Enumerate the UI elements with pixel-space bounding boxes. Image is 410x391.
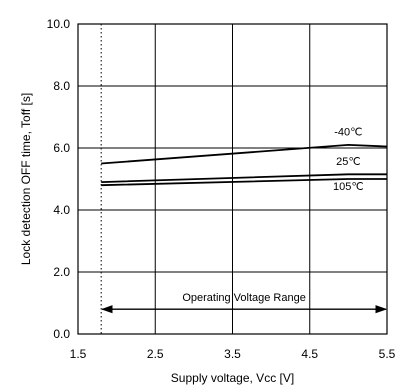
y-tick-label: 10.0 — [47, 17, 71, 31]
x-tick-labels: 1.5 2.5 3.5 4.5 5.5 — [70, 347, 396, 361]
y-axis-label: Lock detection OFF time, Toff [s] — [19, 93, 33, 265]
y-tick-label: 8.0 — [53, 79, 70, 93]
series-lines — [101, 143, 388, 187]
annotations: Operating Voltage Range — [100, 24, 388, 334]
series-label: 105℃ — [333, 181, 364, 193]
y-tick-label: 0.0 — [53, 327, 70, 341]
y-tick-label: 4.0 — [53, 203, 70, 217]
y-tick-label: 6.0 — [53, 141, 70, 155]
series-label: 25℃ — [336, 156, 361, 168]
x-tick-label: 3.5 — [224, 347, 241, 361]
grid-lines — [78, 24, 387, 334]
x-tick-label: 2.5 — [147, 347, 164, 361]
y-tick-label: 2.0 — [53, 265, 70, 279]
series-line-2 — [101, 178, 387, 187]
y-tick-labels: 0.0 2.0 4.0 6.0 8.0 10.0 — [47, 17, 71, 341]
series-line-1 — [101, 173, 387, 183]
series-labels: -40℃ 25℃ 105℃ — [333, 127, 364, 193]
x-axis-label: Supply voltage, Vcc [V] — [171, 371, 294, 385]
x-tick-label: 1.5 — [70, 347, 87, 361]
x-tick-label: 5.5 — [379, 347, 396, 361]
series-line-0 — [101, 143, 388, 165]
operating-range-label: Operating Voltage Range — [182, 292, 306, 304]
x-tick-label: 4.5 — [301, 347, 318, 361]
series-label: -40℃ — [334, 127, 362, 139]
